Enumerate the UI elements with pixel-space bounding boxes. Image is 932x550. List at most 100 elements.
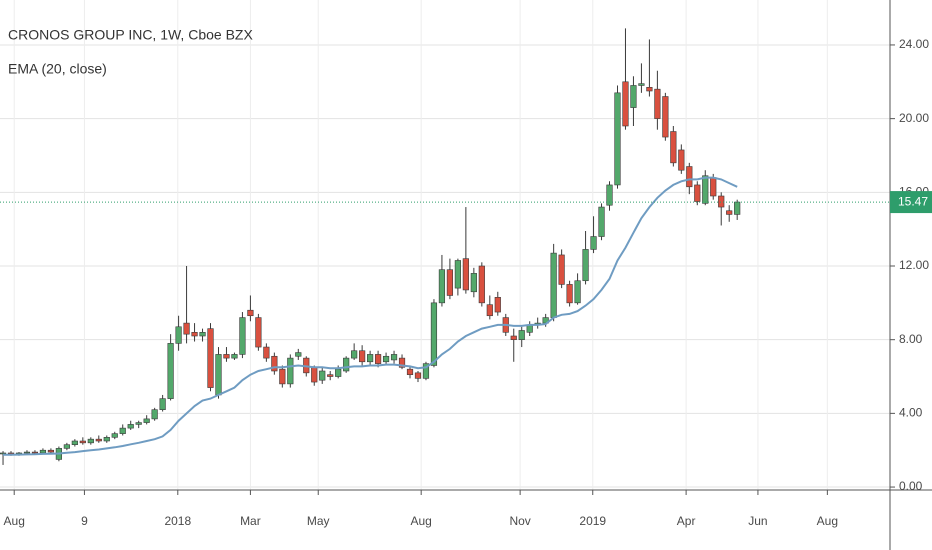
x-tick-label: Apr [677,514,696,528]
candle-body [518,330,525,340]
candle-body [95,438,102,442]
chart-title: CRONOS GROUP INC, 1W, Cboe BZX [8,27,253,43]
candle-body [654,88,661,119]
x-tick-label: 2018 [164,514,191,528]
candle-body [550,252,557,318]
candle-body [606,184,613,206]
candle-body [446,269,454,296]
candle-body [87,438,94,444]
candle-body [718,195,725,208]
candle-body [207,328,214,388]
candle-body [510,335,517,340]
x-tick-label: May [307,514,330,528]
candle-body [175,326,182,344]
candle-body [335,368,342,377]
last-price-box [890,191,932,214]
candle-body [39,449,47,454]
candle-body [255,317,262,348]
y-tick-label: 12.00 [899,258,929,272]
y-tick-label: 4.00 [899,406,923,420]
candle-body [63,444,70,449]
candle-body [319,370,326,381]
candle-body [79,440,86,444]
candle-body [486,304,493,317]
candle-body [287,357,294,385]
candle-body [494,297,501,313]
x-tick-label: Aug [411,514,432,528]
candle-body [111,433,118,438]
candle-body [598,206,605,237]
candle-body [422,363,430,379]
candle-body [191,332,198,337]
candle-body [678,149,685,171]
candle-body [127,424,134,429]
y-tick-label: 24.00 [899,37,929,51]
candle-body [382,355,390,363]
candle-body [159,398,166,410]
candle-body [199,332,206,337]
candle-body [726,210,733,215]
candle-body [734,201,741,215]
candle-body [295,352,302,357]
candle-body [574,280,581,304]
x-tick-label: Nov [509,514,530,528]
candle-body [566,284,573,304]
ema-line [3,176,738,456]
candle-body [390,354,398,361]
plot [0,28,890,465]
candle-body [367,354,374,363]
candle-body [622,81,629,127]
y-tick-label: 8.00 [899,332,923,346]
candle-body [247,309,254,317]
candle-body [430,302,438,366]
candle-body [590,236,597,250]
candle-body [694,184,701,202]
candle-body [343,357,350,372]
x-tick-label: Aug [817,514,838,528]
candle-body [119,427,126,434]
candle-body [231,354,238,359]
candle-body [558,254,565,285]
candle-body [223,354,230,359]
axes: 0.004.008.0012.0016.0020.0024.00Aug92018… [4,37,932,528]
candle-body [638,83,645,86]
candle-body [271,355,278,372]
candle-body [398,357,406,368]
x-tick-label: 9 [81,514,88,528]
candle-body [311,367,318,383]
candle-body [470,273,477,293]
x-tick-label: Mar [240,514,261,528]
candle-body [374,354,382,364]
candle-body [702,175,709,204]
y-tick-label: 0.00 [899,479,923,493]
candle-body [167,343,174,399]
candle-body [646,87,653,92]
x-tick-label: Jun [748,514,767,528]
y-tick-label: 20.00 [899,111,929,125]
candle-body [71,440,78,445]
x-tick-label: Aug [4,514,25,528]
candle-body [279,368,286,385]
candle-body [143,418,150,423]
candle-body [630,85,637,108]
candle-body [462,258,469,291]
candle-body [327,374,334,377]
candle-body [359,350,366,363]
candle-body [614,92,621,186]
candle-body [47,449,55,453]
candle-body [135,422,142,425]
candle-body [478,265,485,304]
candle-body [351,350,358,359]
candle-body [414,372,422,379]
candle-body [239,317,246,355]
candle-body [710,177,717,197]
candle-body [438,269,446,304]
candle-body [263,346,270,359]
candle-body [31,451,39,454]
candle-body [183,322,190,335]
candle-body [662,96,669,138]
candle-body [103,437,110,442]
candle-body [406,368,414,375]
x-tick-label: 2019 [579,514,606,528]
